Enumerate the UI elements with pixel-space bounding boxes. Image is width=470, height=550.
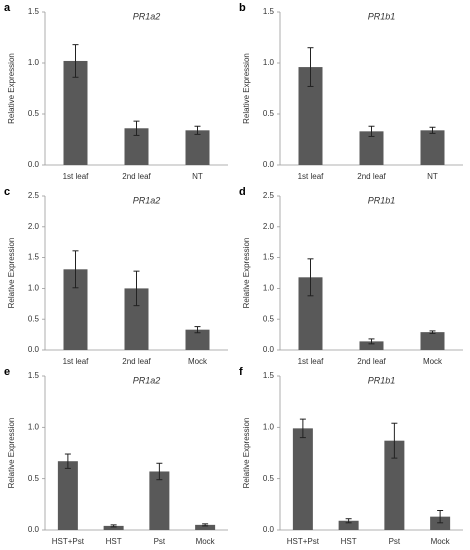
x-tick-label: 2nd leaf (122, 172, 151, 181)
bar (185, 329, 210, 350)
y-tick-label: 2.5 (28, 191, 40, 200)
x-tick-label: 2nd leaf (357, 172, 386, 181)
y-tick-label: 1.0 (28, 422, 40, 431)
bar (420, 332, 445, 350)
panel-letter: e (4, 366, 10, 378)
chart-title: PR1a2 (133, 11, 161, 21)
y-tick-label: 0.0 (28, 525, 40, 534)
x-tick-label: 1st leaf (63, 172, 90, 181)
bar (420, 130, 445, 165)
y-tick-label: 0.0 (263, 345, 275, 354)
x-tick-label: Pst (154, 537, 166, 546)
y-tick-label: 1.5 (28, 253, 40, 262)
y-axis-label: Relative Expression (242, 53, 251, 124)
chart-title: PR1a2 (133, 195, 161, 205)
x-tick-label: HST+Pst (52, 537, 85, 546)
y-axis-label: Relative Expression (7, 418, 16, 489)
y-tick-label: 0.5 (263, 109, 275, 118)
chart-title: PR1b1 (368, 11, 396, 21)
bar (384, 440, 405, 530)
y-tick-label: 1.0 (263, 284, 275, 293)
x-tick-label: NT (427, 172, 438, 181)
y-tick-label: 1.0 (263, 422, 275, 431)
y-tick-label: 2.0 (263, 222, 275, 231)
y-axis-label: Relative Expression (242, 238, 251, 309)
y-tick-label: 1.0 (28, 284, 40, 293)
x-tick-label: Mock (431, 537, 451, 546)
bar (359, 341, 384, 350)
y-tick-label: 0.5 (28, 314, 40, 323)
y-tick-label: 0.5 (28, 109, 40, 118)
y-tick-label: 2.0 (28, 222, 40, 231)
y-tick-label: 0.0 (263, 160, 275, 169)
bar (185, 130, 210, 165)
y-tick-label: 1.0 (28, 58, 40, 67)
x-tick-label: Mock (196, 537, 216, 546)
y-tick-label: 0.0 (28, 160, 40, 169)
panel-letter: b (239, 2, 246, 14)
x-tick-label: HST (106, 537, 122, 546)
x-tick-label: Pst (389, 537, 401, 546)
x-tick-label: Mock (188, 357, 208, 366)
x-tick-label: HST (341, 537, 357, 546)
bar (338, 520, 359, 530)
y-axis-label: Relative Expression (7, 53, 16, 124)
bar (57, 461, 78, 530)
x-tick-label: 1st leaf (298, 172, 325, 181)
x-tick-label: 1st leaf (63, 357, 90, 366)
y-tick-label: 0.5 (28, 474, 40, 483)
y-tick-label: 1.0 (263, 58, 275, 67)
chart-title: PR1a2 (133, 375, 161, 385)
x-tick-label: 2nd leaf (357, 357, 386, 366)
y-tick-label: 0.5 (263, 314, 275, 323)
y-tick-label: 1.5 (263, 7, 275, 16)
bar (63, 60, 88, 165)
panel-letter: c (4, 186, 10, 198)
y-tick-label: 1.5 (263, 253, 275, 262)
y-axis-label: Relative Expression (7, 238, 16, 309)
y-tick-label: 0.0 (263, 525, 275, 534)
y-tick-label: 1.5 (28, 7, 40, 16)
x-tick-label: Mock (423, 357, 443, 366)
panel-letter: d (239, 186, 246, 198)
y-tick-label: 1.5 (263, 371, 275, 380)
y-tick-label: 0.0 (28, 345, 40, 354)
chart-title: PR1b1 (368, 375, 396, 385)
bar (195, 524, 216, 530)
chart-title: PR1b1 (368, 195, 396, 205)
x-tick-label: NT (192, 172, 203, 181)
y-tick-label: 1.5 (28, 371, 40, 380)
x-tick-label: HST+Pst (287, 537, 320, 546)
x-tick-label: 1st leaf (298, 357, 325, 366)
bar (292, 428, 313, 530)
y-tick-label: 2.5 (263, 191, 275, 200)
bar (430, 516, 451, 530)
bar (149, 471, 170, 530)
panel-letter: f (239, 366, 243, 378)
x-tick-label: 2nd leaf (122, 357, 151, 366)
bar (359, 131, 384, 165)
bar (103, 525, 124, 530)
panel-letter: a (4, 2, 11, 14)
y-axis-label: Relative Expression (242, 418, 251, 489)
y-tick-label: 0.5 (263, 474, 275, 483)
